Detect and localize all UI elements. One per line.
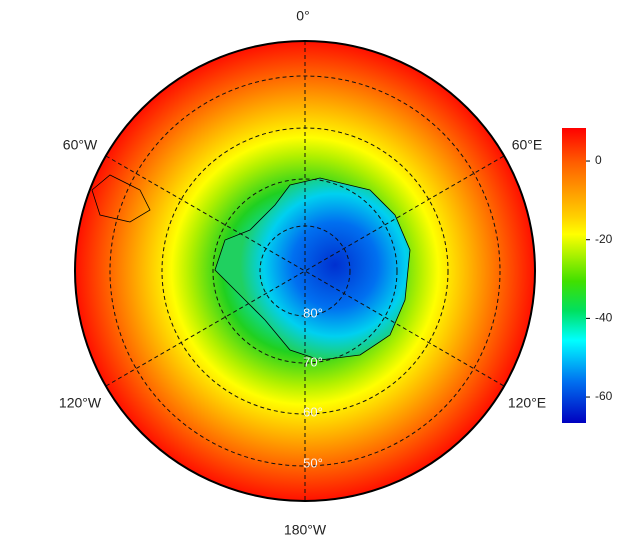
lat-label: 70°: [303, 354, 323, 369]
colorbar: [562, 128, 586, 423]
colorbar-tick-label: -60: [595, 389, 613, 403]
lat-label: 80°: [303, 305, 323, 320]
lat-label: 50°: [303, 455, 323, 470]
lon-label: 60°W: [63, 137, 98, 153]
lon-label: 0°: [296, 8, 309, 24]
colorbar-tick-label: 0: [595, 153, 602, 167]
map-border: [74, 40, 536, 502]
lat-label: 60°: [303, 404, 323, 419]
lon-label: 180°W: [284, 522, 327, 538]
lon-label: 120°W: [59, 395, 102, 411]
colorbar-tick-label: -20: [595, 232, 613, 246]
colorbar-tick-label: -40: [595, 311, 613, 325]
lon-label: 120°E: [508, 395, 546, 411]
south-america-coast: [91, 174, 151, 223]
graticule: [212, 178, 398, 364]
antarctica: [214, 177, 411, 361]
lon-label: 60°E: [512, 137, 543, 153]
